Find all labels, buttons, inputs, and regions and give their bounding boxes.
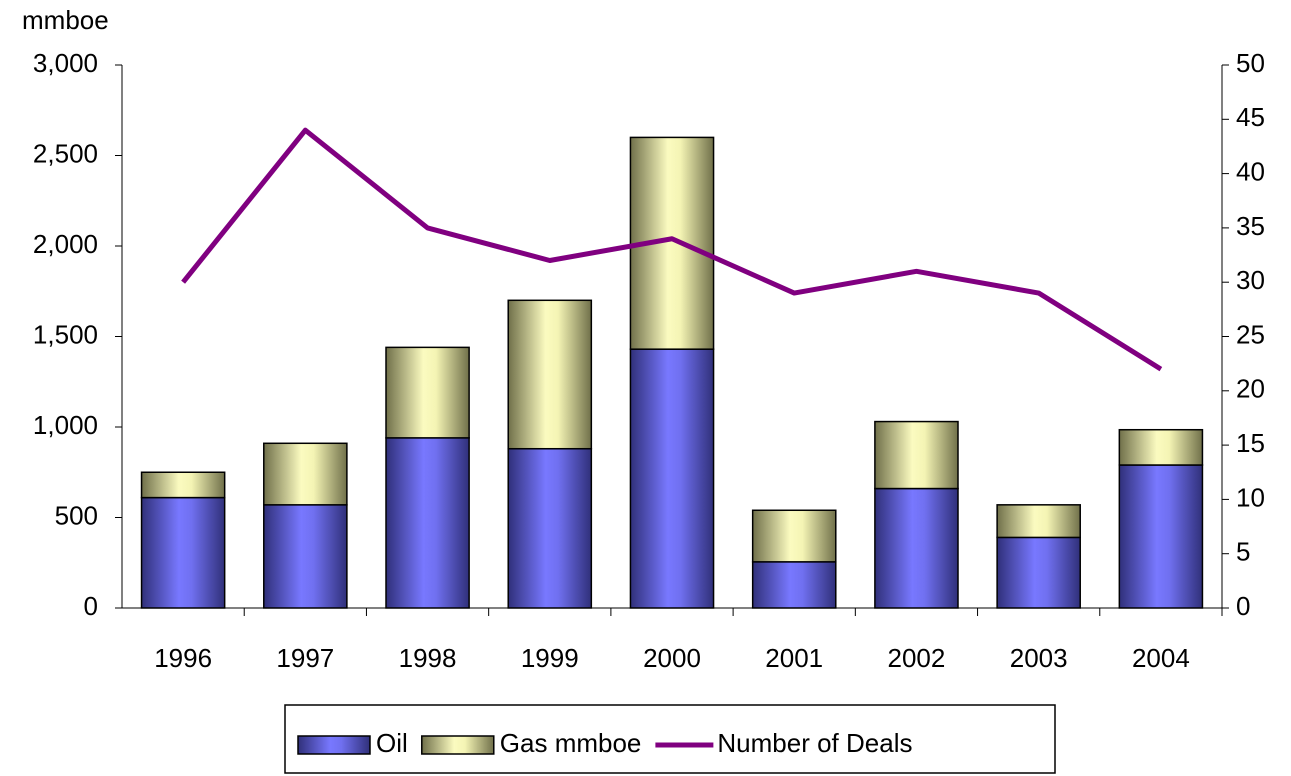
y2-tick-label: 40 <box>1236 156 1265 186</box>
x-tick-label: 1996 <box>154 643 212 673</box>
y2-tick-label: 10 <box>1236 482 1265 512</box>
x-tick-label: 1998 <box>399 643 457 673</box>
bar <box>385 437 470 609</box>
y2-tick-label: 50 <box>1236 48 1265 78</box>
y2-tick-label: 20 <box>1236 374 1265 404</box>
x-tick-label: 2002 <box>888 643 946 673</box>
bar <box>263 442 348 506</box>
bar <box>140 496 226 609</box>
bar <box>996 504 1081 539</box>
bar <box>507 299 593 450</box>
line-series <box>181 127 1163 372</box>
y-tick-label: 1,000 <box>33 410 98 440</box>
y2-tick-label: 30 <box>1236 265 1265 295</box>
legend-swatch <box>297 735 371 755</box>
y-tick-label: 2,500 <box>33 138 98 168</box>
bar <box>751 561 837 609</box>
bar <box>874 420 959 490</box>
bar <box>874 487 959 609</box>
bar <box>385 346 470 439</box>
bar <box>629 348 715 609</box>
y2-tick-label: 45 <box>1236 102 1265 132</box>
bar <box>263 504 348 609</box>
x-tick-label: 2003 <box>1010 643 1068 673</box>
x-tick-label: 2001 <box>765 643 823 673</box>
bar <box>1118 428 1204 466</box>
y-tick-label: 2,000 <box>33 229 98 259</box>
bar <box>507 447 593 609</box>
y-tick-label: 3,000 <box>33 48 98 78</box>
y2-tick-label: 5 <box>1236 537 1250 567</box>
legend-swatch <box>421 735 495 755</box>
x-tick-label: 2004 <box>1132 643 1190 673</box>
y2-tick-label: 35 <box>1236 211 1265 241</box>
legend-label: Number of Deals <box>717 728 912 758</box>
x-tick-label: 1999 <box>521 643 579 673</box>
legend-label: Oil <box>376 728 408 758</box>
x-tick-label: 1997 <box>276 643 334 673</box>
y-tick-label: 1,500 <box>33 319 98 349</box>
bar <box>996 536 1081 609</box>
y2-tick-label: 0 <box>1236 591 1250 621</box>
y2-tick-label: 15 <box>1236 428 1265 458</box>
bar <box>140 471 226 499</box>
bar <box>751 509 837 563</box>
y2-tick-label: 25 <box>1236 319 1265 349</box>
legend-box <box>284 704 1056 774</box>
legend-label: Gas mmboe <box>500 728 642 758</box>
y-axis-label: mmboe <box>22 5 109 35</box>
bar <box>1118 464 1204 609</box>
y-tick-label: 0 <box>84 591 98 621</box>
y-tick-label: 500 <box>55 500 98 530</box>
x-tick-label: 2000 <box>643 643 701 673</box>
